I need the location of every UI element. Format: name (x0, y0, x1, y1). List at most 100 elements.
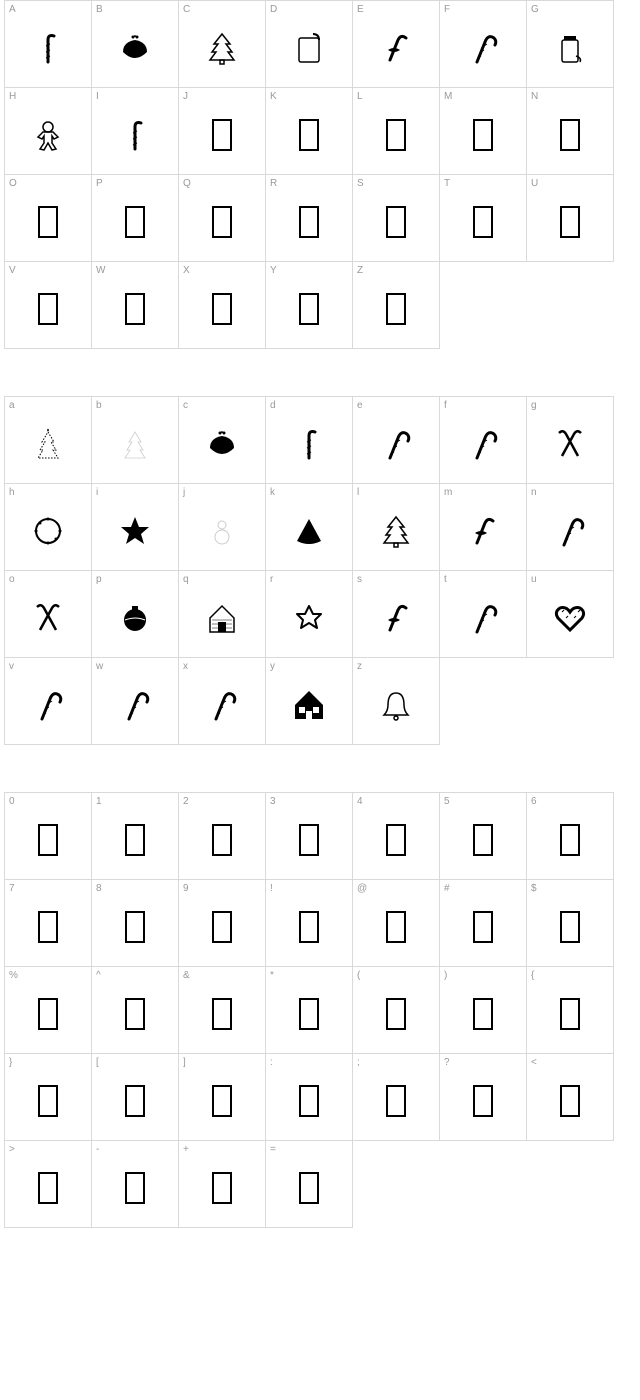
candy-ribbon-icon (376, 28, 416, 68)
glyph-cell: n (526, 483, 614, 571)
glyph-empty (179, 967, 265, 1053)
empty-glyph-icon (38, 1172, 58, 1204)
empty-glyph-icon (386, 119, 406, 151)
cell-label: < (531, 1057, 537, 1068)
glyph-cell: < (526, 1053, 614, 1141)
cell-label: Z (357, 265, 363, 276)
glyph-empty (353, 175, 439, 261)
ornament-icon (115, 598, 155, 638)
cell-label: d (270, 400, 276, 411)
cell-label: ^ (96, 970, 101, 981)
pudding-icon (202, 424, 242, 464)
glyph-empty (5, 262, 91, 348)
glyph-house (179, 571, 265, 657)
candy-vertical-icon (289, 424, 329, 464)
empty-glyph-icon (386, 911, 406, 943)
empty-glyph-icon (386, 293, 406, 325)
glyph-cell: ^ (91, 966, 179, 1054)
candy-cane-icon (376, 424, 416, 464)
glyph-cell: H (4, 87, 92, 175)
glyph-snowman-light (179, 484, 265, 570)
glyph-ornament (92, 571, 178, 657)
glyph-cell: i (91, 483, 179, 571)
empty-glyph-icon (38, 1085, 58, 1117)
glyph-empty (440, 880, 526, 966)
cell-label: X (183, 265, 190, 276)
section-numbers-symbols: 0123456789!@#$%^&*(){}[]:;?<>-+= (4, 792, 636, 1227)
glyph-empty (527, 175, 613, 261)
glyph-cell: = (265, 1140, 353, 1228)
jar-icon (550, 28, 590, 68)
character-map: ABCDEFGHIJKLMNOPQRSTUVWXYZabcdefghijklmn… (0, 0, 640, 1227)
empty-glyph-icon (125, 998, 145, 1030)
glyph-candy-cane (179, 658, 265, 744)
cell-label: q (183, 574, 189, 585)
glyph-empty (353, 88, 439, 174)
glyph-empty (5, 1054, 91, 1140)
star-outline-icon (289, 598, 329, 638)
triangle-icon (289, 511, 329, 551)
cell-label: I (96, 91, 99, 102)
cell-label: k (270, 487, 275, 498)
glyph-cell: 5 (439, 792, 527, 880)
candy-cane-icon (463, 424, 503, 464)
glyph-empty (527, 88, 613, 174)
glyph-candy-ribbon (353, 571, 439, 657)
glyph-candy-vertical (266, 397, 352, 483)
glyph-cell: 1 (91, 792, 179, 880)
cell-label: s (357, 574, 362, 585)
glyph-empty (353, 793, 439, 879)
glyph-cell: W (91, 261, 179, 349)
empty-glyph-icon (212, 1085, 232, 1117)
glyph-empty (179, 175, 265, 261)
cell-label: h (9, 487, 15, 498)
empty-glyph-icon (299, 206, 319, 238)
cell-label: E (357, 4, 364, 15)
cell-label: ? (444, 1057, 450, 1068)
glyph-cell: u (526, 570, 614, 658)
glyph-cell: 9 (178, 879, 266, 967)
glyph-empty (266, 793, 352, 879)
cell-label: Q (183, 178, 191, 189)
glyph-cell: T (439, 174, 527, 262)
glyph-empty (179, 880, 265, 966)
empty-glyph-icon (299, 119, 319, 151)
glyph-tree-dotted (5, 397, 91, 483)
cell-label: 2 (183, 796, 189, 807)
glyph-cell: 4 (352, 792, 440, 880)
glyph-tree-light (92, 397, 178, 483)
glyph-cell: x (178, 657, 266, 745)
cell-label: n (531, 487, 537, 498)
cell-label: r (270, 574, 273, 585)
cell-label: 7 (9, 883, 15, 894)
cell-label: & (183, 970, 190, 981)
cell-label: P (96, 178, 103, 189)
glyph-cell: ) (439, 966, 527, 1054)
cell-label: e (357, 400, 363, 411)
glyph-cell: t (439, 570, 527, 658)
cell-label: ( (357, 970, 360, 981)
glyph-candy-vertical (5, 1, 91, 87)
empty-glyph-icon (212, 911, 232, 943)
empty-glyph-icon (473, 998, 493, 1030)
glyph-triangle (266, 484, 352, 570)
glyph-cell: G (526, 0, 614, 88)
cell-label: U (531, 178, 538, 189)
glyph-cell: - (91, 1140, 179, 1228)
empty-glyph-icon (299, 911, 319, 943)
empty-glyph-icon (386, 998, 406, 1030)
glyph-empty (5, 793, 91, 879)
empty-glyph-icon (299, 824, 319, 856)
glyph-empty (266, 175, 352, 261)
glyph-cell: h (4, 483, 92, 571)
glyph-cell: { (526, 966, 614, 1054)
cell-label: z (357, 661, 362, 672)
cell-label: 4 (357, 796, 363, 807)
glyph-empty (527, 793, 613, 879)
glyph-empty (92, 880, 178, 966)
tree-light-icon (115, 424, 155, 464)
cell-label: M (444, 91, 452, 102)
pudding-icon (115, 28, 155, 68)
glyph-star (92, 484, 178, 570)
cell-label: = (270, 1144, 276, 1155)
